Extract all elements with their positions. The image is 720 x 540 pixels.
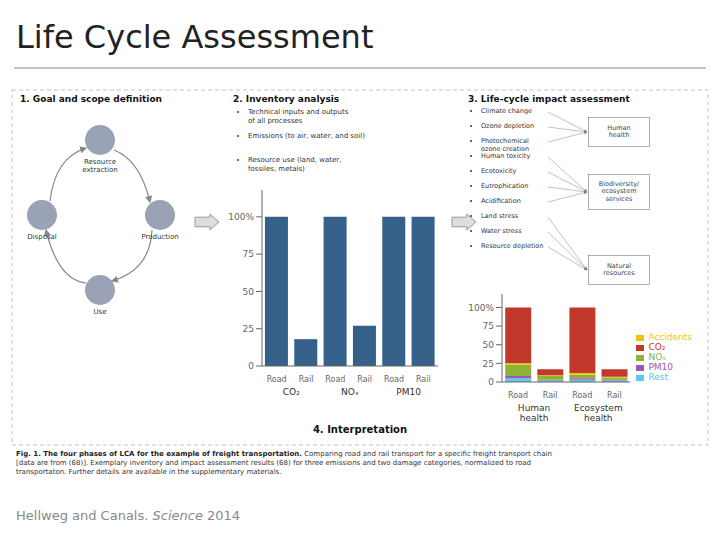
- html-text:3. Life-cycle impact assessmen: 3. Life-cycle impact assessment: [468, 94, 630, 104]
- html-text:Accidents: Accidents: [648, 332, 692, 342]
- html-text:Land stress: Land stress: [481, 212, 519, 220]
- svg-text:100%: 100%: [228, 212, 254, 222]
- svg-text:Human: Human: [518, 403, 550, 413]
- html-text:Technical inputs and outputs o: Technical inputs and outputs of all proc…: [248, 108, 349, 125]
- svg-text:Rail: Rail: [607, 391, 622, 400]
- html-text:Fig. 1. The four phases of LCA: Fig. 1. The four phases of LCA for the e…: [16, 450, 552, 476]
- html-text:Emissions (to air, water, and: Emissions (to air, water, and soil): [248, 132, 365, 140]
- svg-text:Rail: Rail: [543, 391, 558, 400]
- html-text:1. Goal and scope definition: 1. Goal and scope definition: [20, 94, 162, 104]
- html-text:Life Cycle Assessment: Life Cycle Assessment: [16, 18, 374, 56]
- html-text:Use: Use: [93, 308, 107, 316]
- html-text:PM10: PM10: [648, 362, 674, 372]
- svg-text:Rail: Rail: [357, 375, 372, 384]
- html-text:Climate change: Climate change: [481, 107, 532, 115]
- svg-text:25: 25: [483, 359, 494, 369]
- svg-text:Rail: Rail: [416, 375, 431, 384]
- svg-text:Road: Road: [572, 391, 592, 400]
- svg-text:health: health: [584, 413, 613, 423]
- svg-text:100%: 100%: [468, 303, 494, 313]
- svg-text:NOₓ: NOₓ: [341, 387, 359, 397]
- svg-text:health: health: [520, 413, 549, 423]
- svg-text:25: 25: [243, 324, 254, 334]
- html-text:4. Interpretation: 4. Interpretation: [312, 424, 408, 435]
- svg-text:50: 50: [243, 287, 255, 297]
- svg-text:Road: Road: [508, 391, 528, 400]
- html-text:2. Inventory analysis: 2. Inventory analysis: [233, 94, 340, 104]
- svg-text:Road: Road: [325, 375, 345, 384]
- html-text:Resource depletion: Resource depletion: [481, 242, 544, 250]
- html-text:Resource use (land, water, fos: Resource use (land, water, fossiles, met…: [248, 156, 342, 173]
- svg-text:0: 0: [488, 377, 494, 387]
- html-text:NOₓ: NOₓ: [648, 352, 667, 362]
- html-text:Ozone depletion: Ozone depletion: [481, 122, 535, 130]
- svg-text:Ecosystem: Ecosystem: [574, 403, 623, 413]
- html-text:Natural resources: Natural resources: [603, 261, 635, 277]
- html-text:Biodiversity/ ecosystem servic: Biodiversity/ ecosystem services: [598, 179, 640, 203]
- html-text:Photochemical ozone creation: Photochemical ozone creation: [481, 137, 530, 153]
- svg-text:50: 50: [483, 340, 495, 350]
- html-text:Human health: Human health: [607, 123, 631, 139]
- html-text:Ecotoxicity: Ecotoxicity: [481, 167, 517, 175]
- html-text:Hellweg and Canals. Science 20: Hellweg and Canals. Science 2014: [16, 508, 241, 523]
- svg-text:75: 75: [483, 321, 494, 331]
- svg-text:0: 0: [248, 361, 254, 371]
- svg-text:CO₂: CO₂: [283, 387, 300, 397]
- html-text:Acidification: Acidification: [481, 197, 521, 205]
- html-text:Rest: Rest: [648, 372, 668, 382]
- svg-text:Rail: Rail: [299, 375, 314, 384]
- html-text:CO₂: CO₂: [648, 342, 666, 352]
- html-text:Disposal: Disposal: [27, 233, 57, 241]
- svg-text:75: 75: [243, 249, 254, 259]
- html-text:Human toxicity: Human toxicity: [481, 152, 531, 160]
- html-text:Production: Production: [141, 233, 179, 241]
- svg-text:Road: Road: [384, 375, 404, 384]
- svg-text:PM10: PM10: [396, 387, 421, 397]
- html-text:Resource extraction: Resource extraction: [82, 158, 118, 174]
- svg-text:Road: Road: [267, 375, 287, 384]
- html-text:Water stress: Water stress: [481, 227, 522, 235]
- html-text:Eutrophication: Eutrophication: [481, 182, 529, 190]
